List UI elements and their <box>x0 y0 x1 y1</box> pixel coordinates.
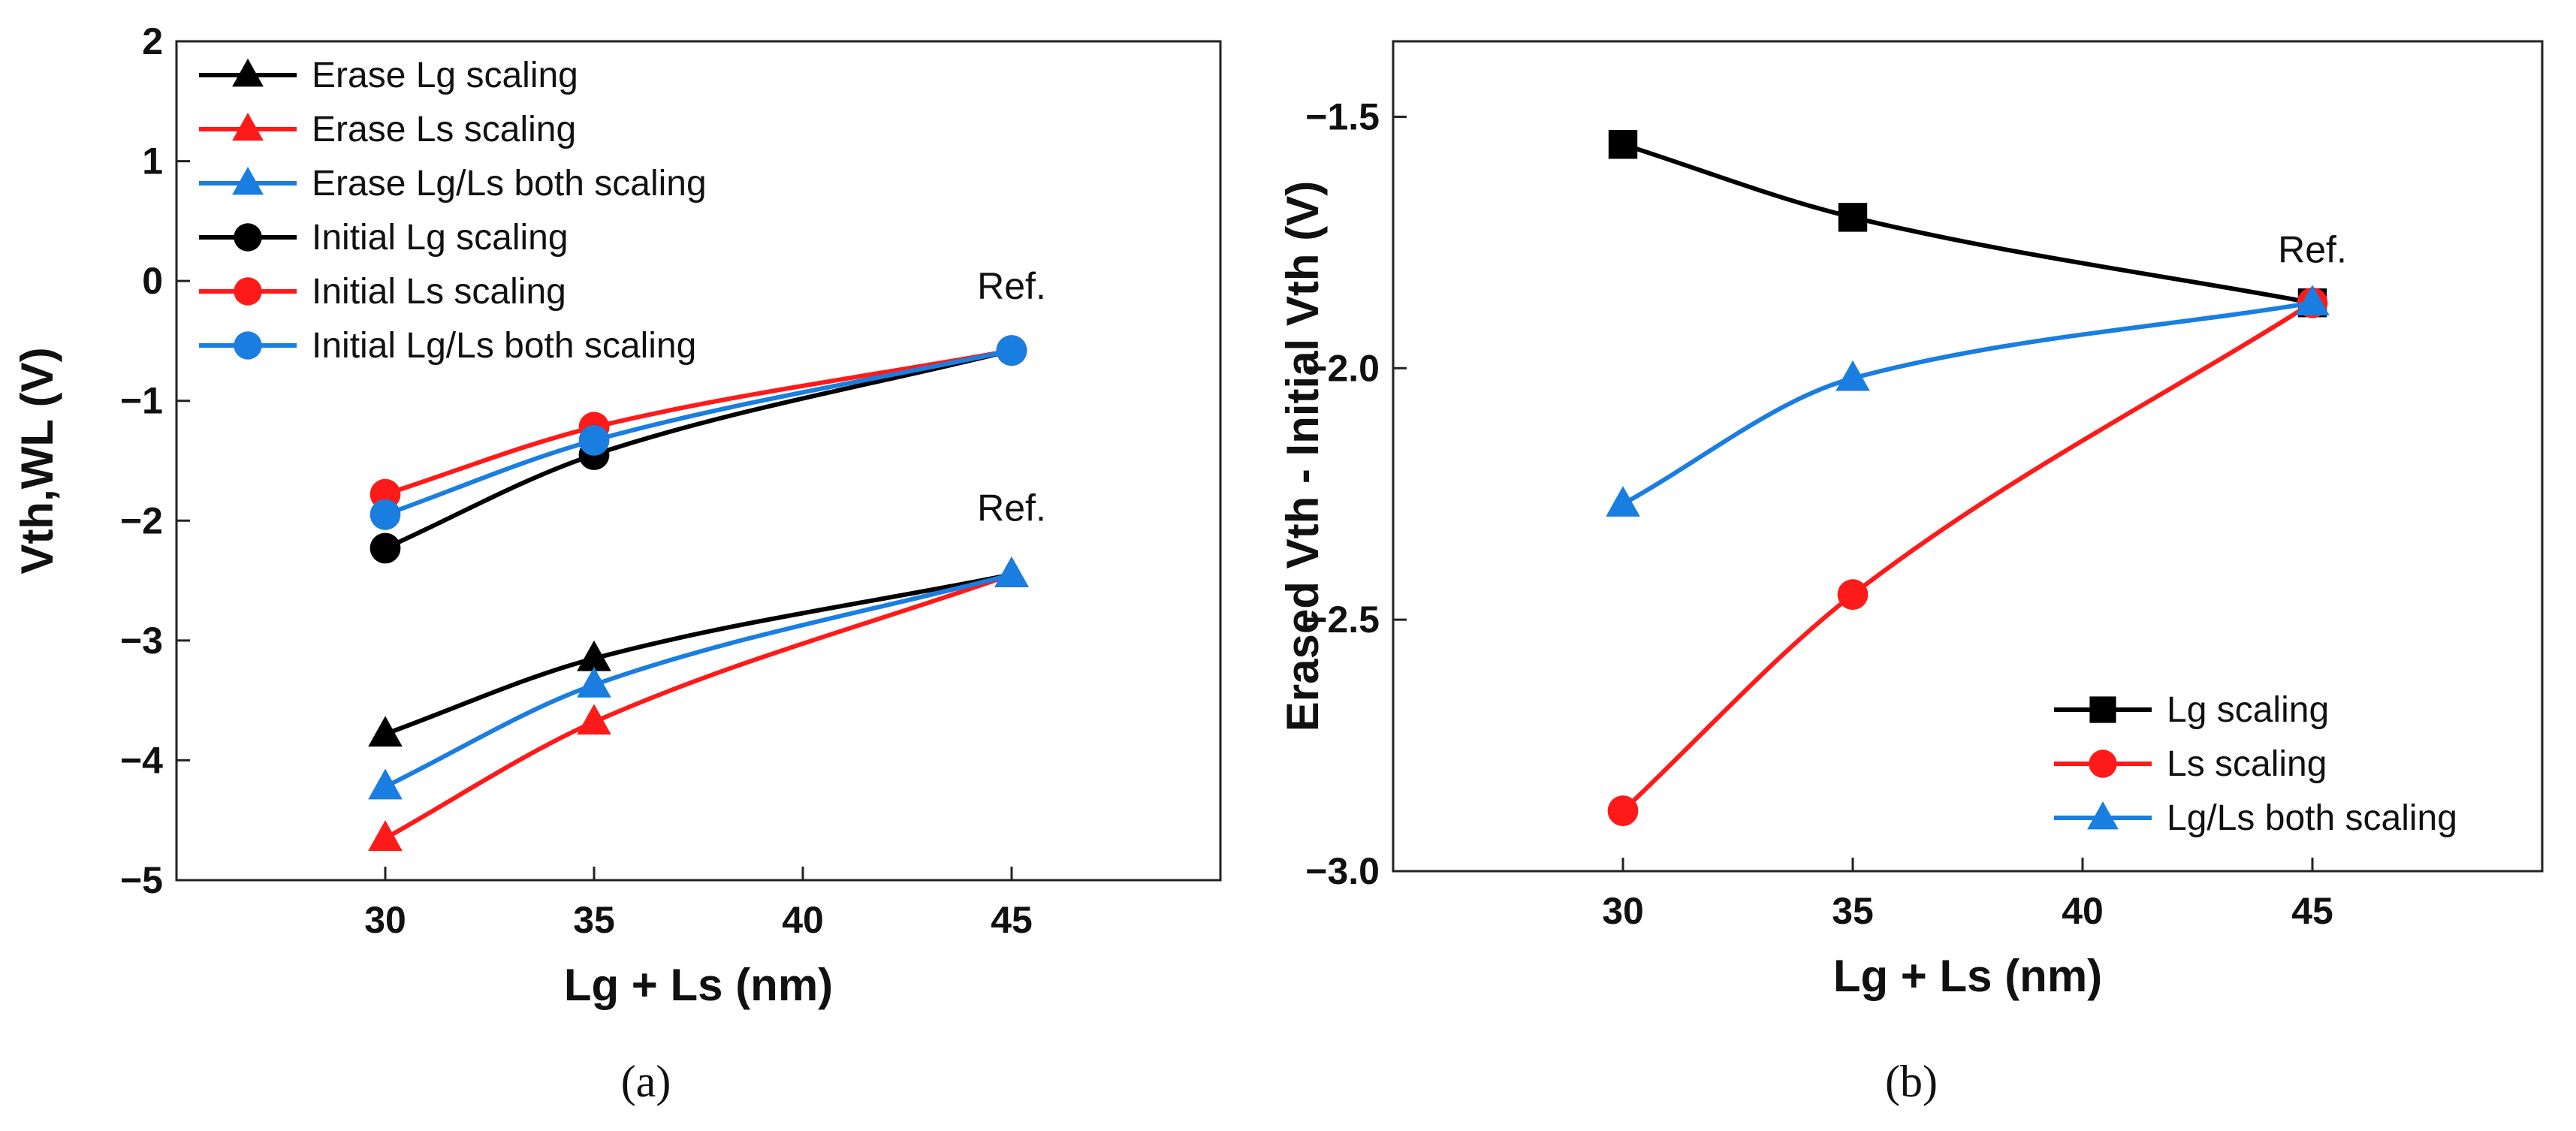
data-point <box>1837 579 1869 611</box>
data-point <box>994 556 1029 587</box>
ref-annotation: Ref. <box>977 487 1046 529</box>
legend-entry: Initial Ls scaling <box>312 272 566 312</box>
data-point <box>577 640 611 671</box>
data-point <box>368 820 403 851</box>
legend-marker <box>234 331 262 360</box>
panel-caption: (b) <box>1885 1057 1938 1106</box>
legend-entry: Ls scaling <box>2167 744 2327 784</box>
y-tick-label: 2 <box>142 20 163 62</box>
data-point <box>577 666 611 698</box>
data-point <box>577 704 611 735</box>
series-line <box>383 348 1014 497</box>
y-tick-label: −2.0 <box>1305 347 1380 389</box>
y-tick-label: −1 <box>120 380 163 422</box>
data-point <box>1838 203 1868 232</box>
data-point <box>368 768 403 800</box>
legend-marker <box>2089 696 2116 723</box>
legend-marker <box>2089 749 2117 778</box>
legend-entry: Initial Lg scaling <box>312 218 569 258</box>
legend-marker <box>2087 801 2119 830</box>
data-point <box>370 532 401 564</box>
x-tick-label: 45 <box>991 899 1033 941</box>
data-point <box>1606 486 1640 517</box>
x-tick-label: 40 <box>2062 890 2104 932</box>
y-tick-label: −1.5 <box>1305 95 1380 137</box>
x-axis-title: Lg + Ls (nm) <box>564 960 833 1010</box>
x-tick-label: 35 <box>1832 890 1874 932</box>
x-tick-label: 30 <box>1602 890 1644 932</box>
plot-frame <box>1392 40 2544 873</box>
legend-marker <box>232 113 264 141</box>
legend-entry: Erase Ls scaling <box>312 110 576 149</box>
data-point <box>370 499 401 530</box>
legend-marker <box>232 59 264 87</box>
y-tick-label: −3 <box>120 620 163 662</box>
data-point <box>1835 360 1870 391</box>
series-line <box>1621 300 2315 507</box>
series-line <box>383 348 1014 550</box>
series-line <box>383 572 1014 789</box>
y-tick-label: 1 <box>142 140 163 182</box>
legend-entry: Erase Lg scaling <box>312 56 578 95</box>
panel-caption: (a) <box>621 1057 671 1106</box>
y-tick-label: −2.5 <box>1305 599 1380 641</box>
series-line <box>1621 300 2315 813</box>
x-axis-title: Lg + Ls (nm) <box>1833 951 2102 1001</box>
chart-b: 30 35 40 45 −3.0 −2.5 −2.0 −1.5 Lg + Ls (nm) Eras… <box>1277 40 2544 1106</box>
y-tick-label: −5 <box>120 859 163 901</box>
legend-marker <box>234 277 262 306</box>
x-tick-label: 45 <box>2291 890 2333 932</box>
plot-frame <box>175 40 1222 882</box>
y-axis-title: Erased Vth - Initial Vth (V) <box>1277 181 1328 731</box>
data-point <box>368 716 403 747</box>
data-point <box>578 424 610 456</box>
data-point <box>2295 285 2330 316</box>
y-tick-label: −3.0 <box>1305 850 1380 892</box>
series-line <box>1621 142 2315 306</box>
chart-a: 30 35 40 45 −5 −4 −3 −2 −1 0 1 2 Lg + Ls (nm) Vth,WL … <box>12 20 1222 1106</box>
series-line <box>383 572 1014 841</box>
series-line <box>383 572 1014 737</box>
legend-entry: Lg scaling <box>2167 690 2329 730</box>
legend-entry: Initial Lg/Ls both scaling <box>312 326 696 366</box>
x-tick-label: 35 <box>573 899 615 941</box>
data-point <box>996 335 1027 366</box>
legend-marker <box>232 167 264 195</box>
legend-entry: Erase Lg/Ls both scaling <box>312 164 707 204</box>
data-point <box>1608 130 1638 159</box>
x-tick-label: 30 <box>364 899 406 941</box>
y-tick-label: 0 <box>142 260 163 302</box>
ref-annotation: Ref. <box>977 265 1046 307</box>
series-line <box>383 348 1014 517</box>
ref-annotation: Ref. <box>2278 229 2347 271</box>
y-axis-title: Vth,WL (V) <box>12 347 62 574</box>
legend-entry: Lg/Ls both scaling <box>2167 798 2457 838</box>
y-tick-label: −4 <box>120 739 163 781</box>
x-tick-label: 40 <box>782 899 824 941</box>
data-point <box>1607 795 1639 827</box>
y-tick-label: −2 <box>120 499 163 541</box>
legend-marker <box>234 223 262 252</box>
